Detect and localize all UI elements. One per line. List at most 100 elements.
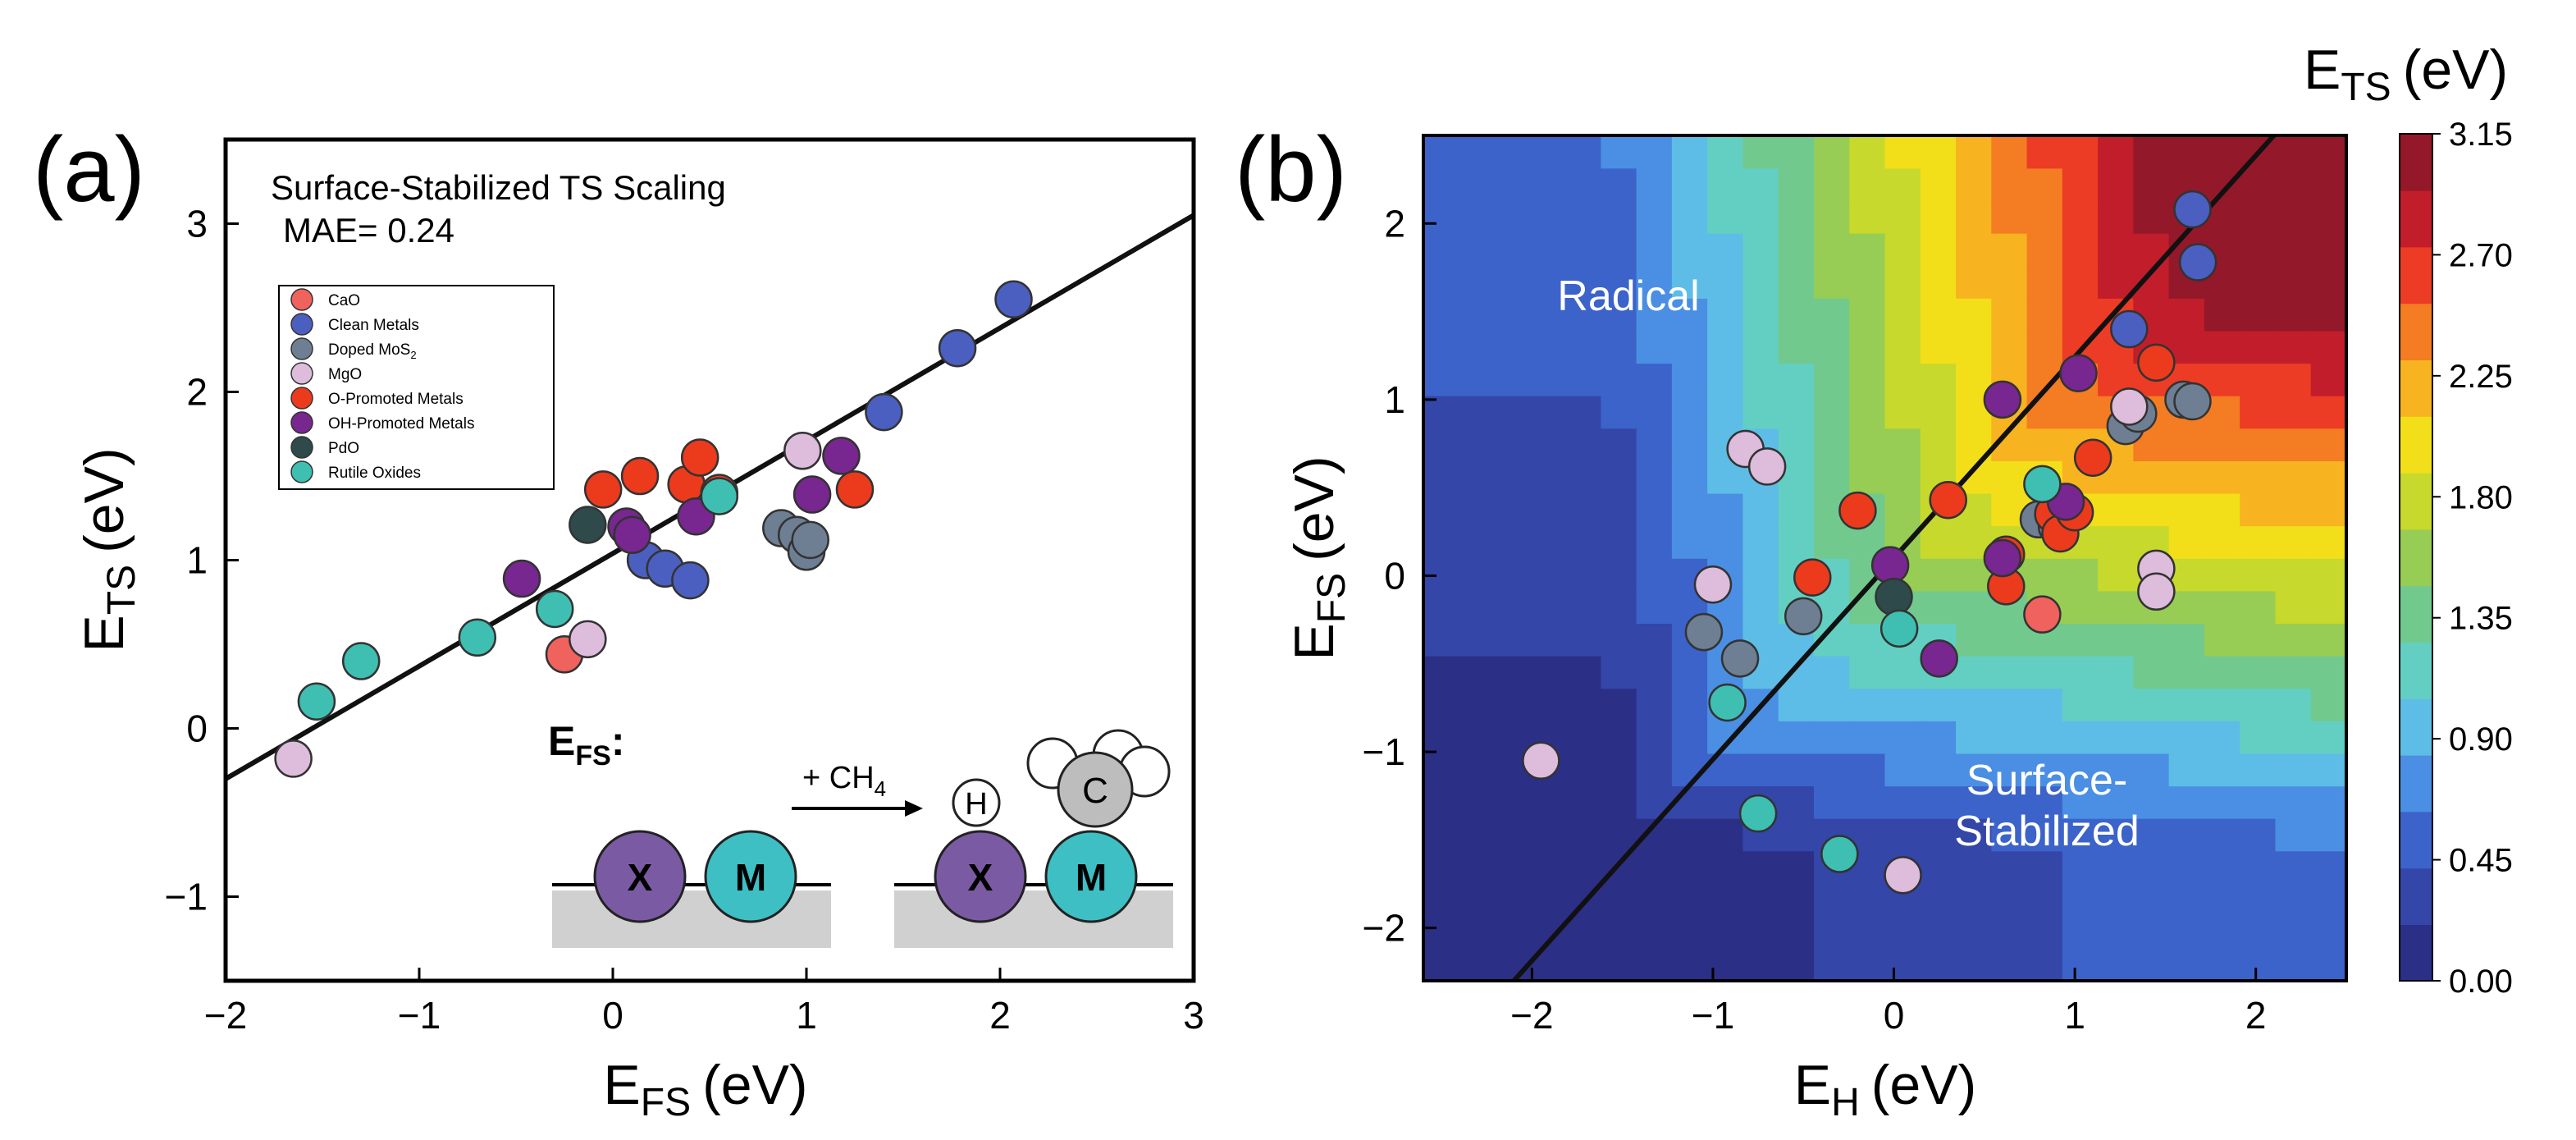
legend-swatch-doped-mos2 — [290, 337, 313, 360]
heatmap-cell — [1742, 948, 1779, 981]
heatmap-cell — [1459, 721, 1496, 754]
panel-b: (b) −2 −1 0 1 2 −2 −1 0 1 2 Radical Surface- Stab… — [1235, 39, 2513, 1124]
b-point-mgo-1 — [1693, 565, 1733, 604]
colorbar-title: ETS (eV) — [2304, 39, 2508, 109]
heatmap-cell — [2275, 850, 2312, 884]
heatmap-cell — [2204, 363, 2240, 396]
heatmap-cell — [1459, 167, 1496, 202]
heatmap-cell — [1813, 525, 1851, 559]
a-point-rutile-oxides-0 — [297, 682, 336, 721]
heatmap-cell — [2310, 817, 2346, 852]
atom-x-right — [934, 830, 1027, 923]
heatmap-cell — [2240, 850, 2277, 884]
atom-x-left — [593, 830, 687, 923]
heatmap-cell — [2062, 655, 2099, 689]
heatmap-cell — [2168, 948, 2205, 981]
heatmap-cell — [1849, 655, 1886, 689]
heatmap-cell — [2310, 948, 2346, 981]
heatmap-cell — [1494, 330, 1531, 364]
legend-swatch-cao — [290, 288, 313, 311]
heatmap-cell — [1494, 948, 1531, 981]
heatmap-cell — [1529, 590, 1566, 625]
heatmap-cell — [1636, 688, 1673, 721]
heatmap-cell — [1778, 785, 1815, 819]
heatmap-cell — [1459, 688, 1496, 721]
heatmap-cell — [1529, 525, 1566, 559]
a-ylabel-main: E — [73, 615, 135, 652]
heatmap-cell — [1707, 525, 1744, 559]
heatmap-cell — [1565, 590, 1602, 625]
heatmap-cell — [1884, 753, 1921, 787]
heatmap-cell — [1920, 688, 1957, 721]
atom-m-right — [1044, 830, 1138, 923]
heatmap-cell — [2062, 721, 2099, 754]
heatmap-cell — [1742, 590, 1779, 625]
heatmap-cell — [1956, 850, 1993, 884]
heatmap-cell — [1813, 785, 1851, 819]
panel-b-label: (b) — [1235, 118, 1347, 221]
heatmap-cell — [2168, 817, 2205, 852]
heatmap-cell — [1813, 167, 1851, 202]
heatmap-cell — [2310, 655, 2346, 689]
heatmap-cell — [2275, 915, 2312, 950]
heatmap-cell — [1884, 330, 1921, 364]
heatmap-cell — [2168, 428, 2205, 461]
heatmap-cell — [1601, 590, 1637, 625]
heatmap-cell — [2168, 135, 2205, 169]
heatmap-cell — [1742, 330, 1779, 364]
heatmap-cell — [1920, 753, 1957, 787]
heatmap-cell — [2098, 948, 2135, 981]
heatmap-cell — [2204, 525, 2240, 559]
legend-label-clean-metals: Clean Metals — [328, 317, 419, 334]
heatmap-cell — [1742, 135, 1779, 169]
heatmap-cell — [1565, 655, 1602, 689]
a-point-oh-promoted-metals-5 — [822, 437, 861, 475]
heatmap-cell — [1742, 298, 1779, 332]
heatmap-cell — [1920, 558, 1957, 592]
atom-c-label: C — [1082, 771, 1108, 811]
colorbar-band — [2400, 472, 2432, 530]
heatmap-cell — [1601, 883, 1637, 917]
heatmap-cell — [1565, 492, 1602, 527]
heatmap-cell — [1742, 883, 1779, 917]
legend-swatch-oh-promoted-metals — [290, 411, 313, 434]
heatmap-cell — [2098, 817, 2135, 852]
heatmap-cell — [1991, 883, 2028, 917]
heatmap-cell — [1565, 232, 1602, 267]
heatmap-cell — [1423, 688, 1460, 721]
heatmap-cell — [2026, 915, 2063, 950]
heatmap-cell — [1565, 948, 1602, 981]
heatmap-cell — [2310, 915, 2346, 950]
heatmap-cell — [1565, 915, 1602, 950]
legend-label-oh-promoted-metals: OH-Promoted Metals — [328, 415, 474, 433]
heatmap-cell — [1636, 428, 1673, 461]
heatmap-cell — [2310, 688, 2346, 721]
heatmap-cell — [1671, 363, 1708, 396]
panel-b-y-axis-label: EFS (eV) — [1283, 456, 1354, 660]
heatmap-cell — [1671, 395, 1708, 429]
heatmap-cell — [2275, 525, 2312, 559]
heatmap-cell — [1956, 298, 1993, 332]
heatmap-cell — [2168, 785, 2205, 819]
heatmap-cell — [1636, 330, 1673, 364]
heatmap-cell — [1884, 460, 1921, 494]
heatmap-cell — [1494, 525, 1531, 559]
heatmap-cell — [1423, 232, 1460, 267]
heatmap-cell — [1671, 460, 1708, 494]
heatmap-cell — [2275, 785, 2312, 819]
colorbar-band — [2400, 811, 2432, 869]
b-xlabel-main: E — [1794, 1054, 1831, 1116]
b-point-oh-promoted-metals-2 — [1983, 380, 2022, 419]
atom-c — [1057, 751, 1134, 828]
colorbar-tick-label: 2.25 — [2449, 359, 2513, 395]
heatmap-cell — [2133, 850, 2170, 884]
heatmap-cell — [2098, 558, 2135, 592]
panel-a-legend: CaO Clean Metals Doped MoS2 MgO O-Promoted M… — [278, 285, 555, 490]
heatmap-cell — [1423, 265, 1460, 299]
heatmap-cell — [2098, 590, 2135, 625]
heatmap-cell — [2204, 492, 2240, 527]
heatmap-cell — [2275, 428, 2312, 461]
heatmap-cell — [1494, 232, 1531, 267]
a-xtick-label: 3 — [1183, 994, 1204, 1037]
heatmap-cell — [1742, 753, 1779, 787]
